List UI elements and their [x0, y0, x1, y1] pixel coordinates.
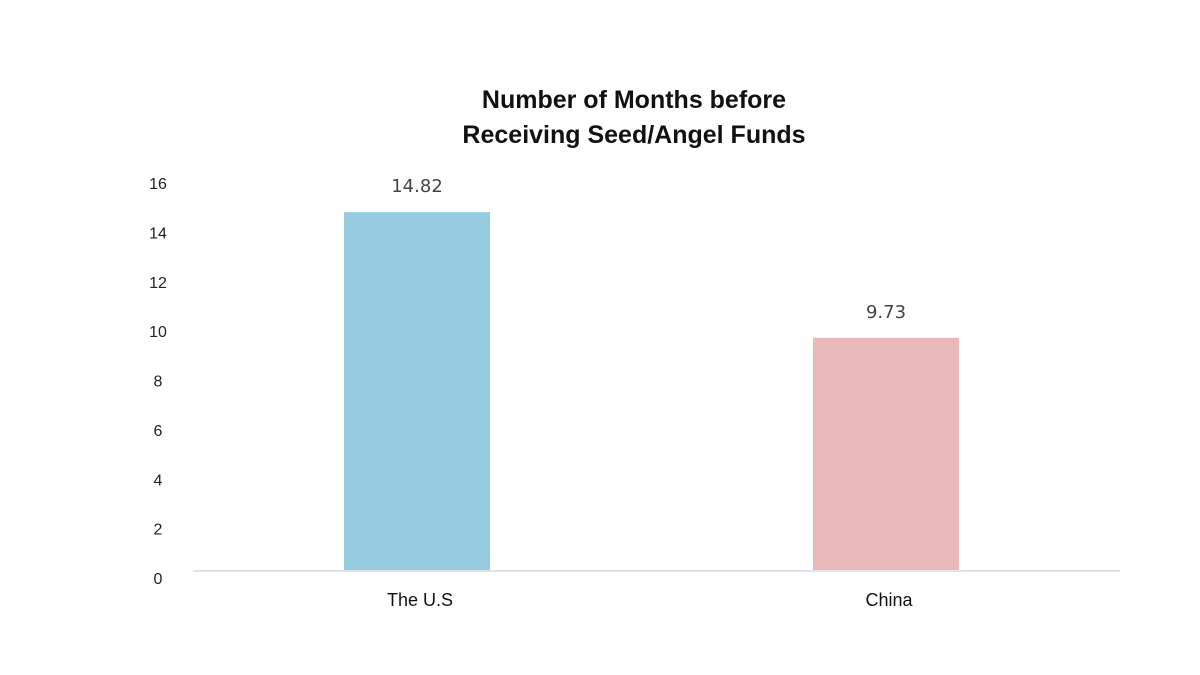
- y-tick-label: 0: [154, 571, 163, 588]
- bar-the-u-s: [344, 212, 490, 570]
- bar-value-label: 9.73: [866, 302, 906, 323]
- y-tick-label: 6: [154, 423, 163, 440]
- bar-value-label: 14.82: [391, 176, 443, 197]
- y-tick-label: 12: [149, 275, 167, 292]
- y-tick-label: 8: [154, 374, 163, 391]
- y-tick-label: 4: [154, 472, 163, 489]
- chart-title-line-2: Receiving Seed/Angel Funds: [462, 121, 805, 149]
- y-tick-label: 16: [149, 176, 167, 193]
- chart-title-line-1: Number of Months before: [482, 86, 786, 114]
- x-category-label: The U.S: [387, 590, 453, 610]
- y-tick-label: 14: [149, 225, 167, 242]
- y-tick-label: 10: [149, 324, 167, 341]
- bars: 14.82 The U.S 9.73 China: [344, 176, 959, 610]
- y-tick-label: 2: [154, 522, 163, 539]
- bar-china: [813, 337, 959, 570]
- x-category-label: China: [865, 590, 913, 610]
- y-axis: 0 2 4 6 8 10 12 14 16: [149, 176, 167, 588]
